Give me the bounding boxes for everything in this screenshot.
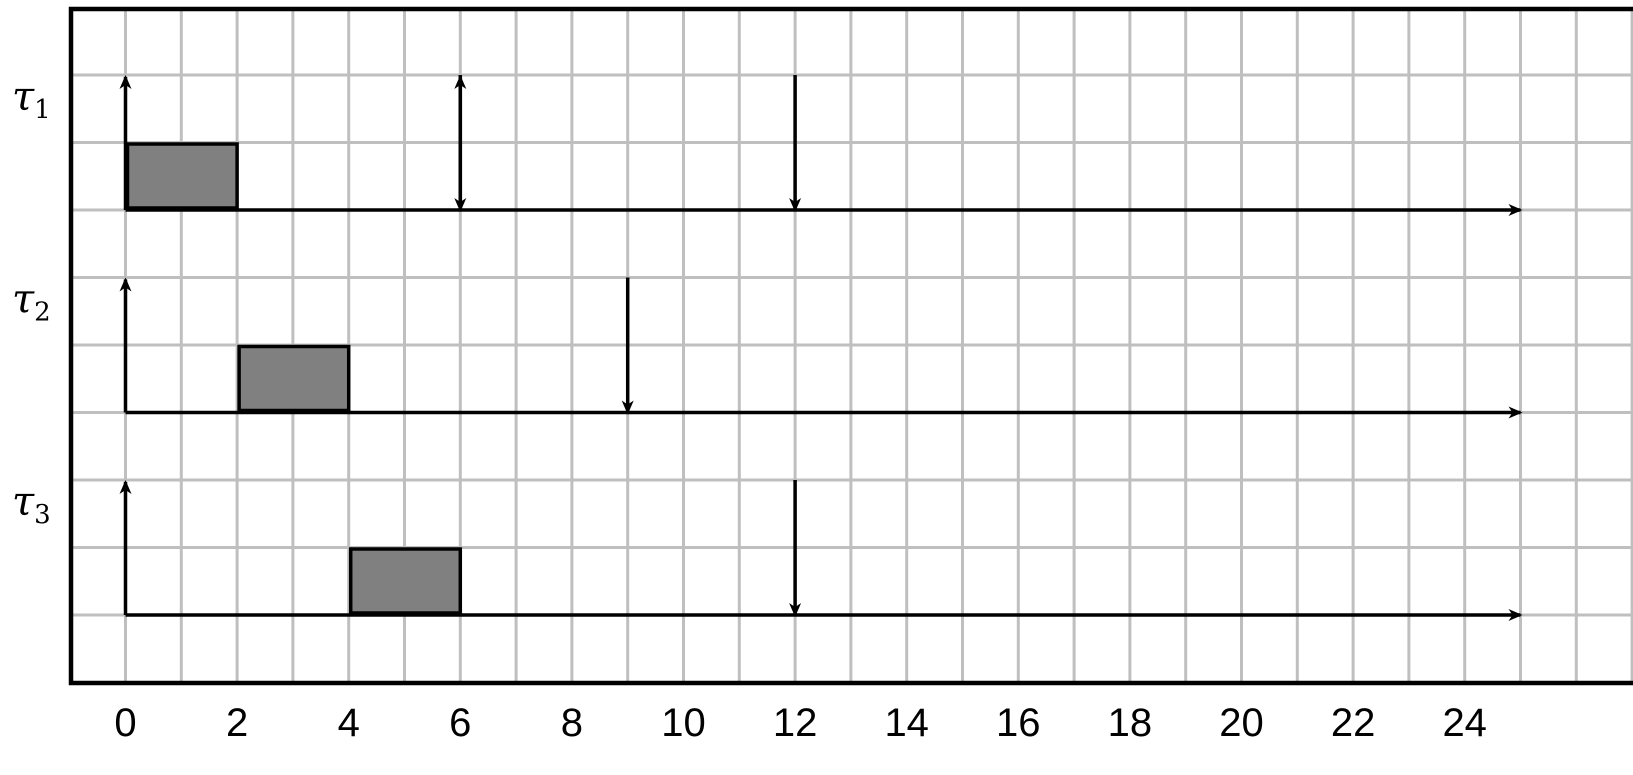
execution-block	[348, 547, 463, 615]
x-tick-label: 20	[1219, 701, 1264, 745]
x-tick-label: 18	[1108, 701, 1153, 745]
task-row-3	[119, 480, 1523, 621]
x-tick-label: 22	[1331, 701, 1376, 745]
task-subscript: 2	[34, 298, 51, 328]
task-subscript: 1	[34, 95, 51, 125]
task-rows	[119, 75, 1523, 621]
execution-block	[125, 142, 239, 210]
x-tick-label: 0	[114, 701, 136, 745]
frame	[68, 6, 1633, 686]
x-tick-label: 16	[996, 701, 1041, 745]
frame-border	[68, 6, 1633, 686]
x-tick-label: 24	[1442, 701, 1487, 745]
x-tick-label: 12	[773, 701, 818, 745]
execution-block	[237, 344, 351, 413]
x-tick-label: 8	[561, 701, 583, 745]
x-tick-label: 2	[226, 701, 248, 745]
task-symbol: τ	[12, 277, 35, 323]
x-tick-label: 4	[338, 701, 360, 745]
task-subscript: 3	[34, 500, 51, 530]
task-row-1	[119, 75, 1523, 216]
task-row-2	[119, 277, 1523, 419]
task-label-1: τ1	[12, 74, 51, 125]
x-tick-label: 10	[661, 701, 706, 745]
task-label-3: τ3	[12, 479, 51, 530]
x-tick-label: 14	[884, 701, 929, 745]
x-tick-label: 6	[449, 701, 471, 745]
task-symbol: τ	[12, 479, 35, 525]
task-label-2: τ2	[12, 277, 51, 328]
task-symbol: τ	[12, 74, 35, 120]
x-axis-ticks: 0 2 4 6 8 10 12 14 16 18 20 22 24	[114, 701, 1487, 745]
